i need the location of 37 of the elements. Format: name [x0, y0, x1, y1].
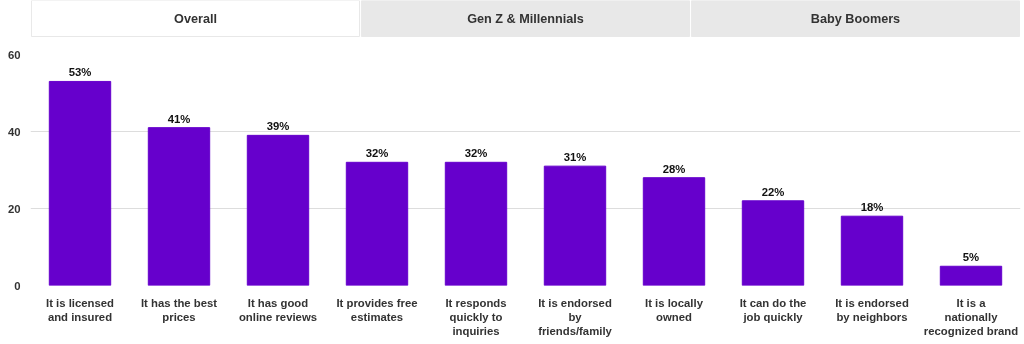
bar: [840, 215, 904, 286]
data-label: 39%: [266, 120, 290, 133]
bar: [741, 200, 805, 286]
data-label: 53%: [68, 66, 92, 79]
bar: [147, 127, 211, 286]
data-label: 32%: [464, 147, 488, 160]
bar: [246, 134, 310, 286]
x-tick-label: It can do the job quickly: [739, 296, 807, 323]
data-label: 41%: [167, 112, 191, 125]
data-label: 18%: [860, 201, 884, 214]
x-tick-label: It is endorsed by friends/family: [538, 296, 613, 338]
bar: [444, 161, 508, 286]
bar: [345, 161, 409, 286]
text: Gen Z & Millennials: [467, 11, 584, 26]
text: Overall: [174, 11, 217, 26]
x-tick-label: It has good online reviews: [238, 296, 318, 323]
y-tick-label: 0: [14, 279, 21, 292]
x-tick-label: It is locally owned: [645, 296, 704, 323]
data-label: 31%: [563, 151, 587, 164]
data-label: 22%: [761, 185, 785, 198]
y-tick-label: 60: [7, 48, 21, 61]
bar: [543, 165, 607, 286]
text: Baby Boomers: [810, 11, 901, 26]
data-label: 5%: [962, 251, 980, 264]
x-tick-label: It is a nationally recognized brand: [923, 296, 1019, 338]
y-tick-label: 40: [7, 125, 21, 138]
y-tick-label: 20: [7, 202, 21, 215]
bar: [642, 177, 706, 286]
x-tick-label: It is licensed and insured: [46, 296, 115, 323]
data-label: 32%: [365, 147, 389, 160]
bar: [939, 265, 1003, 286]
x-tick-label: It is endorsed by neighbors: [835, 296, 909, 323]
data-label: 28%: [662, 162, 686, 175]
x-tick-label: It has the best prices: [140, 296, 218, 323]
x-tick-label: It provides free estimates: [336, 296, 418, 323]
x-tick-label: It responds quickly to inquiries: [445, 296, 507, 338]
bar: [48, 80, 112, 286]
